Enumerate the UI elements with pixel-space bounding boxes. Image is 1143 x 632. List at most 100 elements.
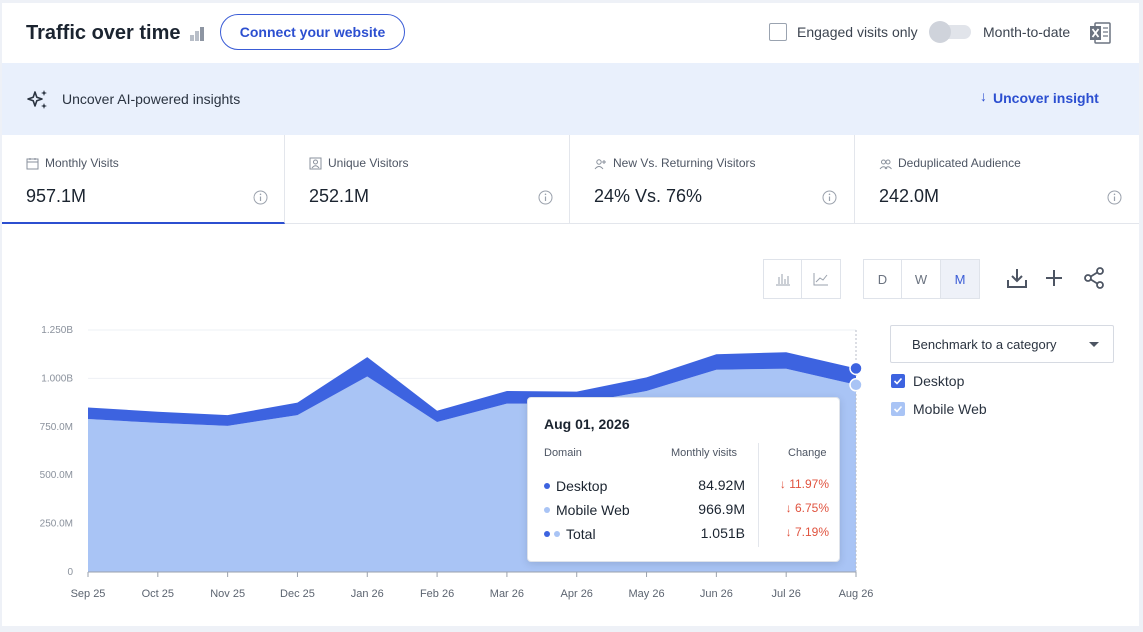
plus-icon[interactable] [1042,266,1066,290]
tooltip-col-change: Change [788,447,827,459]
x-tick-label: Jul 26 [772,588,801,600]
tooltip-row-label: Mobile Web [556,502,630,518]
metric-value: 242.0M [879,186,940,206]
granularity-month-button[interactable]: M [941,259,980,299]
info-icon[interactable] [538,190,553,205]
data-point-mobile-web [849,378,863,392]
share-icon[interactable] [1082,266,1106,290]
info-icon[interactable] [1107,190,1122,205]
page-title: Traffic over time [26,22,181,44]
tooltip-row-value: 84.92M [698,477,745,493]
desktop-dot-icon [544,483,550,489]
toggle-knob [929,21,951,43]
metric-value: 24% Vs. 76% [594,186,703,206]
desktop-dot-icon [544,531,550,537]
tooltip-divider [758,443,759,547]
y-tick-label: 250.0M [40,519,73,530]
legend-label: Desktop [913,373,965,389]
x-tick-label: Jun 26 [700,588,733,600]
connect-website-button[interactable]: Connect your website [220,14,405,50]
chart-tooltip: Aug 01, 2026 Domain Monthly visits Chang… [527,397,840,562]
x-tick-label: Nov 25 [210,588,245,600]
calendar-icon [26,157,39,169]
metric-tab-unique-visitors[interactable]: Unique Visitors 252.1M [285,135,570,224]
tooltip-date: Aug 01, 2026 [544,416,630,432]
benchmark-label: Benchmark to a category [912,336,1057,352]
person-icon [309,157,322,169]
metric-label: New Vs. Returning Visitors [613,156,756,170]
uncover-insight-label: Uncover insight [993,90,1099,106]
benchmark-dropdown[interactable]: Benchmark to a category [890,325,1114,363]
bar-rank-icon [190,27,204,41]
metric-label: Deduplicated Audience [898,156,1021,170]
x-tick-label: Sep 25 [71,588,106,600]
x-tick-label: Feb 26 [420,588,454,600]
granularity-week-button[interactable]: W [902,259,941,299]
chart-type-group [763,259,841,299]
engaged-visits-checkbox[interactable] [769,23,787,41]
granularity-day-button[interactable]: D [863,259,902,299]
change-value: 7.19% [794,525,829,539]
bar-chart-button[interactable] [763,259,802,299]
metric-label-row: Unique Visitors [309,156,408,170]
header: Traffic over time Connect your website E… [2,3,1139,63]
x-tick-label: Aug 26 [839,588,874,600]
legend-item-desktop[interactable]: Desktop [891,372,964,390]
metric-label-row: Deduplicated Audience [879,156,1021,170]
download-icon[interactable] [1005,266,1029,290]
x-tick-label: May 26 [629,588,665,600]
tooltip-row-mobile-web: Mobile Web [544,501,630,519]
mobile-dot-icon [554,531,560,537]
x-tick-label: Oct 25 [142,588,174,600]
caret-down-icon [1089,342,1099,347]
metric-label-row: Monthly Visits [26,156,119,170]
tooltip-row-change: ↓ 11.97% [779,477,829,491]
user-add-icon [594,158,606,169]
month-to-date-label: Month-to-date [983,24,1071,40]
line-chart-icon [813,273,828,286]
x-tick-label: Jan 26 [351,588,384,600]
people-icon [879,159,892,169]
bar-chart-icon [775,274,790,286]
tooltip-row-value: 966.9M [698,501,745,517]
arrow-down-icon: ↓ [980,88,987,104]
data-point-desktop [849,361,863,376]
y-tick-label: 1.250B [41,325,73,336]
sparkle-icon [27,90,47,109]
metrics-row: Monthly Visits 957.1M Unique Visitors 25… [2,135,1139,224]
excel-icon[interactable] [1088,21,1112,45]
tooltip-col-visits: Monthly visits [671,447,738,459]
metric-tab-monthly-visits[interactable]: Monthly Visits 957.1M [2,135,285,224]
metric-value: 252.1M [309,186,370,206]
y-tick-label: 750.0M [40,422,73,433]
metric-tab-new-vs-returning[interactable]: New Vs. Returning Visitors 24% Vs. 76% [570,135,855,224]
x-tick-label: Dec 25 [280,588,315,600]
tooltip-row-label: Desktop [556,478,608,494]
y-tick-label: 1.000B [41,373,73,384]
line-chart-button[interactable] [802,259,841,299]
tooltip-row-total: Total [544,525,596,543]
tooltip-col-domain: Domain [544,447,582,459]
tooltip-row-label: Total [566,526,596,542]
info-icon[interactable] [253,190,268,205]
ai-insights-bar: Uncover AI-powered insights ↓ Uncover in… [2,63,1139,135]
granularity-group: D W M [863,259,980,299]
engaged-visits-label: Engaged visits only [797,24,918,40]
metric-label-row: New Vs. Returning Visitors [594,156,756,170]
tooltip-row-change: ↓ 6.75% [785,501,829,515]
change-value: 6.75% [794,501,829,515]
info-icon[interactable] [822,190,837,205]
metric-label: Monthly Visits [45,156,119,170]
uncover-insight-link[interactable]: ↓ Uncover insight [980,88,1099,106]
checkbox-checked-icon [891,402,905,416]
metric-tab-deduplicated-audience[interactable]: Deduplicated Audience 242.0M [855,135,1139,224]
metric-value: 957.1M [26,186,87,206]
metric-label: Unique Visitors [328,156,409,170]
legend-item-mobile-web[interactable]: Mobile Web [891,400,987,418]
month-to-date-toggle[interactable] [929,21,971,43]
tooltip-row-change: ↓ 7.19% [785,525,829,539]
change-value: 11.97% [789,477,829,491]
ai-insights-label: Uncover AI-powered insights [62,91,241,107]
y-tick-label: 500.0M [40,470,73,481]
checkbox-checked-icon [891,374,905,388]
